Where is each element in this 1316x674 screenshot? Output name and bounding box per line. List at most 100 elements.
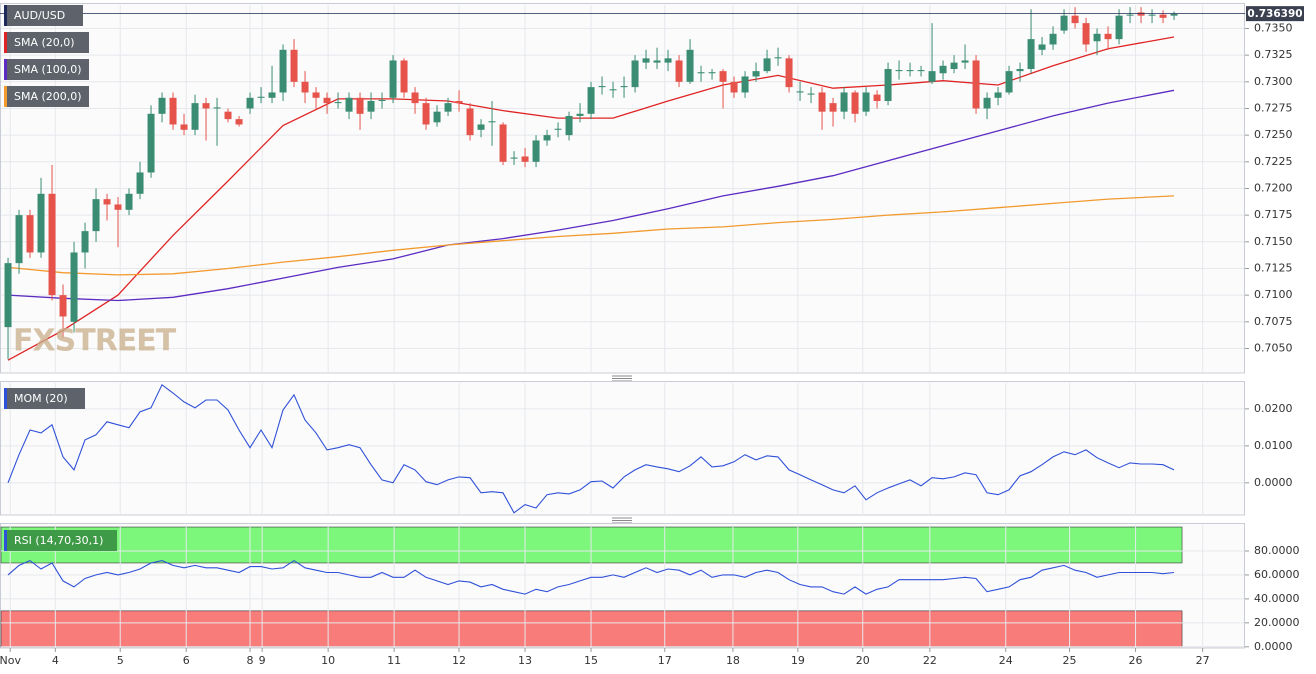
candle-body	[752, 71, 760, 77]
candle-body	[323, 97, 331, 104]
last-price-box	[1246, 6, 1304, 22]
x-tick-label: 6	[183, 654, 190, 667]
title-swatch	[4, 388, 7, 409]
candle-body	[1005, 71, 1013, 93]
y-tick-label: 0.7175	[1254, 208, 1293, 221]
candle-body	[532, 140, 540, 162]
candle-body	[213, 107, 221, 109]
candle-body	[411, 92, 419, 104]
x-tick-label: 24	[999, 654, 1013, 667]
candle-body	[136, 172, 144, 194]
candle-body	[191, 103, 199, 130]
candle-body	[455, 101, 463, 104]
sma-line	[7, 89, 1175, 302]
candle-body	[59, 295, 67, 317]
candle-body	[1060, 15, 1068, 31]
candle-body	[301, 81, 309, 93]
candle-body	[884, 69, 892, 101]
x-tick-label: 8	[247, 654, 254, 667]
legend-swatch	[4, 32, 7, 53]
candle-body	[290, 49, 298, 82]
candle-body	[125, 193, 133, 210]
title-box	[4, 5, 83, 26]
y-tick-label: 0.7200	[1254, 181, 1293, 194]
candle-body	[598, 86, 606, 88]
candle-body	[642, 58, 650, 63]
x-tick-label: 11	[387, 654, 401, 667]
candle-body	[774, 57, 782, 59]
x-tick-label: 17	[658, 654, 672, 667]
candle-body	[158, 97, 166, 114]
candle-body	[268, 92, 276, 98]
y-tick-label: 0.7300	[1254, 75, 1293, 88]
candle-body	[1170, 13, 1178, 16]
candle-body	[686, 49, 694, 82]
candle-body	[1137, 12, 1145, 16]
x-tick-label: 4	[52, 654, 59, 667]
title-box	[4, 388, 85, 409]
candle-body	[796, 91, 804, 93]
candle-body	[180, 124, 188, 130]
title-box	[4, 530, 117, 551]
candle-body	[444, 103, 452, 112]
candle-body	[169, 97, 177, 125]
sma-line	[7, 36, 1175, 361]
x-tick-label: 15	[584, 654, 598, 667]
x-tick-label: 12	[452, 654, 466, 667]
candle-body	[620, 86, 628, 88]
y-tick-label: 0.7075	[1254, 315, 1293, 328]
candle-body	[1049, 33, 1057, 45]
candle-body	[554, 128, 562, 130]
indicator-line	[7, 559, 1175, 595]
x-tick-label: 13	[518, 654, 532, 667]
candle-body	[1093, 33, 1101, 42]
y-tick-label: 0.7125	[1254, 261, 1293, 274]
panel-title: MOM (20)	[14, 392, 68, 405]
y-tick-label: 20.0000	[1254, 616, 1300, 629]
candle-body	[246, 97, 254, 109]
candle-body	[48, 193, 56, 296]
candle-body	[1071, 15, 1079, 24]
candle-body	[400, 60, 408, 93]
candle-body	[983, 97, 991, 109]
candle-body	[389, 60, 397, 98]
candle-body	[631, 60, 639, 88]
candle-body	[851, 92, 859, 114]
legend-label: SMA (200,0)	[14, 90, 82, 103]
x-tick-label: 9	[259, 654, 266, 667]
legend-box	[4, 59, 89, 80]
candle-body	[433, 111, 441, 123]
indicator-line	[7, 383, 1175, 514]
candle-body	[37, 193, 45, 253]
candle-body	[708, 72, 716, 74]
panel-title: AUD/USD	[14, 9, 65, 22]
y-tick-label: 0.7250	[1254, 128, 1293, 141]
candle-body	[1126, 14, 1134, 16]
y-tick-label: 0.0000	[1254, 640, 1293, 653]
title-swatch	[4, 530, 7, 551]
candle-body	[939, 65, 947, 74]
candle-body	[653, 60, 661, 63]
candle-body	[697, 72, 705, 74]
x-tick-label: 20	[856, 654, 870, 667]
x-tick-label: 27	[1196, 654, 1210, 667]
candle-body	[378, 99, 386, 101]
candle-body	[257, 96, 265, 98]
y-tick-label: 0.7325	[1254, 48, 1293, 61]
candle-body	[917, 70, 925, 72]
candle-body	[92, 199, 100, 232]
y-tick-label: 60.0000	[1254, 568, 1300, 581]
candle-body	[1016, 69, 1024, 72]
x-tick-label: 22	[923, 654, 937, 667]
candle-body	[334, 102, 342, 104]
candle-body	[356, 97, 364, 114]
candle-body	[1027, 39, 1035, 69]
legend-swatch	[4, 86, 7, 107]
candle-body	[26, 215, 34, 253]
candle-body	[466, 108, 474, 136]
candle-body	[488, 121, 496, 123]
candle-body	[1159, 14, 1167, 18]
candle-body	[950, 62, 958, 69]
candle-body	[818, 92, 826, 112]
candle-body	[961, 60, 969, 63]
